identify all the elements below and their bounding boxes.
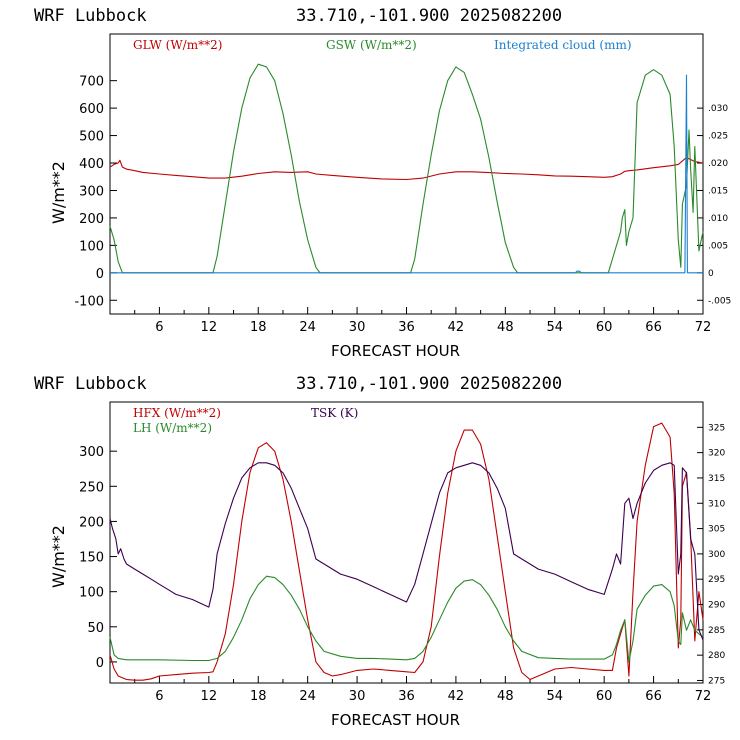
panel1-series-integrated-line bbox=[110, 74, 703, 274]
panel1-x-tick-label: 48 bbox=[497, 320, 514, 335]
panel1-y2-tick-label: .025 bbox=[708, 132, 728, 142]
panel1-y-tick-label: 300 bbox=[79, 184, 104, 199]
panel1-y2-tick-label: 0 bbox=[708, 269, 714, 279]
panel2-x-tick-label: 54 bbox=[546, 689, 563, 704]
panel1-x-tick-label: 54 bbox=[546, 320, 563, 335]
panel1-plot-frame bbox=[109, 33, 704, 315]
panel1-y-tick-label: 600 bbox=[79, 102, 104, 117]
panel1-marks: 6 12 18 24 30 36 42 48 54 60 66 72 -100 0 100 200 300 400… bbox=[74, 63, 731, 335]
panel1-y-tick-label: 400 bbox=[79, 157, 104, 172]
panel2-y2-tick-label: 310 bbox=[708, 499, 725, 509]
panel1-y-tick-label: 100 bbox=[79, 239, 104, 254]
panel2-legend-lh: LH (W/m**2) bbox=[133, 421, 212, 435]
panel2-x-axis-label: FORECAST HOUR bbox=[331, 711, 460, 729]
panel2-y2-tick-label: 305 bbox=[708, 525, 725, 535]
panel1-x-tick-label: 36 bbox=[398, 320, 415, 335]
panel1-x-tick-label: 18 bbox=[250, 320, 267, 335]
panel2-y-tick-label: 100 bbox=[79, 586, 104, 601]
panel2-x-tick-label: 48 bbox=[497, 689, 514, 704]
panel2-y2-tick-label: 320 bbox=[708, 449, 725, 459]
panel2-marks: 6 12 18 24 30 36 42 48 54 60 66 72 0 50 100 150 200 250 30… bbox=[79, 422, 725, 704]
panel1-y2-tick-label: .005 bbox=[708, 241, 728, 251]
panel1-y-tick-label: 700 bbox=[79, 75, 104, 90]
panel1-x-tick-label: 6 bbox=[155, 320, 163, 335]
panel2-y-tick-label: 50 bbox=[87, 621, 104, 636]
panel1-y2-tick-label: .030 bbox=[708, 104, 728, 114]
panel1-title-right: 33.710,-101.900 2025082200 bbox=[296, 6, 562, 26]
panel2-x-tick-label: 6 bbox=[155, 689, 163, 704]
panel2-x-tick-label: 30 bbox=[349, 689, 366, 704]
panel2-y-tick-label: 200 bbox=[79, 515, 104, 530]
panel2-legend-hfx: HFX (W/m**2) bbox=[133, 406, 221, 420]
panel2-y2-tick-label: 285 bbox=[708, 626, 725, 636]
panel1-series-gsw-line bbox=[109, 63, 704, 274]
panel1-title-left: WRF Lubbock bbox=[34, 6, 147, 26]
panel2-x-tick-label: 72 bbox=[695, 689, 712, 704]
panel1-x-tick-label: 72 bbox=[695, 320, 712, 335]
panel2-x-tick-label: 42 bbox=[448, 689, 465, 704]
panel2-y2-tick-label: 300 bbox=[708, 550, 725, 560]
panel1-legend-cloud: Integrated cloud (mm) bbox=[494, 38, 632, 52]
panel2-x-tick-label: 66 bbox=[645, 689, 662, 704]
panel1-series-glw-line bbox=[109, 156, 704, 181]
panel1-y-tick-label: 0 bbox=[96, 267, 104, 282]
panel1-x-tick-label: 30 bbox=[349, 320, 366, 335]
panel2-title-right: 33.710,-101.900 2025082200 bbox=[296, 374, 562, 394]
panel2-y-tick-label: 0 bbox=[96, 656, 104, 671]
panel2-series-tsk-line bbox=[109, 462, 704, 641]
panel2-y2-tick-label: 280 bbox=[708, 651, 725, 661]
panel2-title-left: WRF Lubbock bbox=[34, 374, 147, 394]
panel2-x-tick-label: 36 bbox=[398, 689, 415, 704]
panel2-y-axis-label: W/m**2 bbox=[49, 525, 68, 588]
panel2-x-tick-label: 12 bbox=[201, 689, 218, 704]
panel1-y2-tick-label: -.005 bbox=[708, 296, 731, 306]
panel1-y2-tick-label: .015 bbox=[708, 186, 728, 196]
panel2-y2-tick-label: 325 bbox=[708, 423, 725, 433]
panel1-x-tick-label: 42 bbox=[448, 320, 465, 335]
panel2-y2-tick-label: 315 bbox=[708, 474, 725, 484]
panel2-y2-tick-label: 275 bbox=[708, 676, 725, 686]
panel2-y-tick-label: 250 bbox=[79, 480, 104, 495]
panel2-y-tick-label: 300 bbox=[79, 445, 104, 460]
panel2-series-hfx-line bbox=[109, 422, 704, 681]
panel1-x-tick-label: 66 bbox=[645, 320, 662, 335]
panel2-y2-tick-label: 295 bbox=[708, 575, 725, 585]
panel1-legend-glw: GLW (W/m**2) bbox=[133, 38, 222, 52]
panel1-y-tick-label: 500 bbox=[79, 130, 104, 145]
panel2-legend-tsk: TSK (K) bbox=[311, 406, 358, 420]
panel1-y-tick-label: -100 bbox=[74, 294, 104, 309]
panel1-legend-gsw: GSW (W/m**2) bbox=[326, 38, 417, 52]
panel1-y2-tick-label: .020 bbox=[708, 159, 728, 169]
panel2-plot-frame bbox=[109, 401, 704, 684]
panel1-y-tick-label: 200 bbox=[79, 212, 104, 227]
panel2-x-tick-label: 24 bbox=[299, 689, 316, 704]
panel1-x-tick-label: 12 bbox=[201, 320, 218, 335]
panel2-series-lh-line bbox=[109, 575, 704, 663]
panel1-y-axis-label: W/m**2 bbox=[49, 161, 68, 224]
panel1-x-axis-label: FORECAST HOUR bbox=[331, 342, 460, 360]
panel1-y2-tick-label: .010 bbox=[708, 214, 728, 224]
panel1-x-tick-label: 60 bbox=[596, 320, 613, 335]
panel2-x-tick-label: 60 bbox=[596, 689, 613, 704]
panel2-y-tick-label: 150 bbox=[79, 551, 104, 566]
panel2-x-tick-label: 18 bbox=[250, 689, 267, 704]
panel2-y2-tick-label: 290 bbox=[708, 601, 725, 611]
panel1-x-tick-label: 24 bbox=[299, 320, 316, 335]
